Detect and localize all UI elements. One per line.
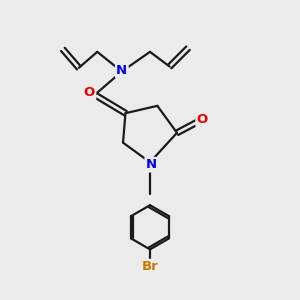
Text: O: O [196,113,208,126]
Text: Br: Br [142,260,158,273]
Text: O: O [84,86,95,99]
Text: N: N [116,64,127,77]
Text: N: N [146,158,157,171]
